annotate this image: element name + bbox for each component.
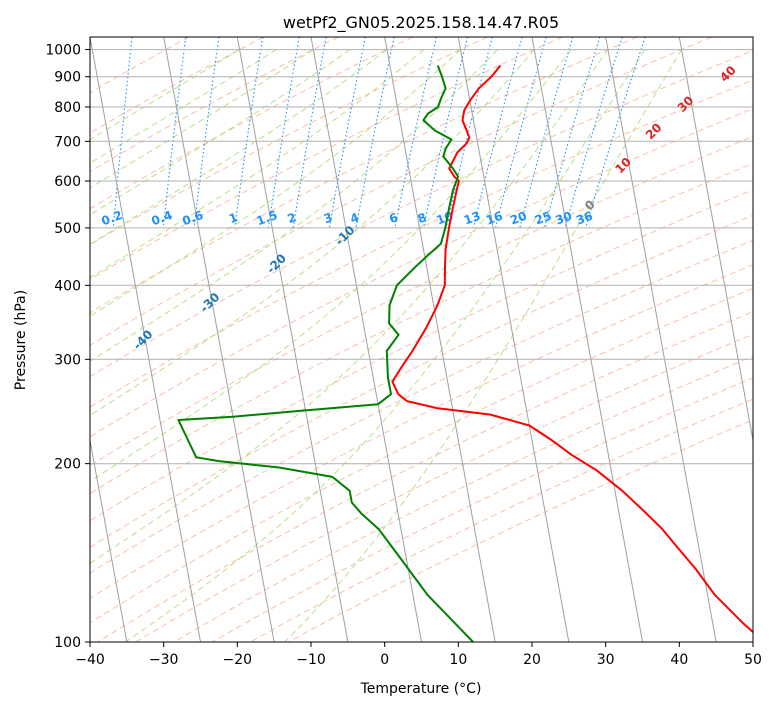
mixing-ratio-label: 0.4 xyxy=(149,208,174,228)
moist-adiabat xyxy=(90,49,461,317)
mixing-ratio-label: 20 xyxy=(508,209,528,228)
dry-adiabat xyxy=(90,135,753,467)
x-tick-label: 10 xyxy=(449,652,467,668)
y-tick-label: 600 xyxy=(54,174,81,190)
y-tick-label: 1000 xyxy=(45,43,81,59)
mixing-ratio-line xyxy=(328,37,366,228)
y-tick-label: 900 xyxy=(54,70,81,86)
isotherm xyxy=(310,37,423,642)
dry-adiabat xyxy=(90,239,753,574)
moist-adiabat xyxy=(125,49,646,642)
dry-adiabat xyxy=(90,214,753,548)
y-tick-label: 400 xyxy=(54,278,81,294)
isotherm xyxy=(90,37,202,642)
dry-adiabat xyxy=(90,37,488,246)
moist-adiabat xyxy=(90,49,240,141)
y-tick-label: 100 xyxy=(54,635,81,651)
isotherm xyxy=(384,37,496,642)
mixing-ratio-label: 0.6 xyxy=(180,208,205,228)
mixing-ratio-line xyxy=(193,37,220,228)
mixing-ratio-line xyxy=(234,37,264,228)
mixing-ratio-label: 0.2 xyxy=(100,208,125,228)
mixing-ratio-line xyxy=(422,37,469,229)
plot-frame xyxy=(89,36,754,643)
dry-adiabat xyxy=(90,37,638,314)
moist-adiabat xyxy=(90,49,425,279)
temperature-line xyxy=(391,64,753,634)
mixing-ratio-line xyxy=(585,37,646,229)
mixing-ratio-label: 16 xyxy=(484,209,504,228)
mixing-ratio-label: 30 xyxy=(553,209,573,228)
y-tick-label: 500 xyxy=(54,221,81,237)
isotherm xyxy=(163,37,275,642)
mixing-ratio-label: 36 xyxy=(574,209,594,228)
mixing-ratio-label: 25 xyxy=(533,209,553,228)
y-tick-label: 200 xyxy=(54,457,81,473)
x-tick-label: 50 xyxy=(744,652,762,668)
dry-adiabat xyxy=(90,37,339,173)
mixing-ratio-line xyxy=(564,37,623,229)
mixing-ratio-line xyxy=(543,37,601,229)
x-tick-label: −30 xyxy=(149,652,179,668)
dewpoint-line xyxy=(177,65,474,642)
mixing-ratio-label: 1.5 xyxy=(255,208,280,228)
moist-adiabat xyxy=(90,49,609,564)
chart-title: wetPf2_GN05.2025.158.14.47.R05 xyxy=(283,13,559,33)
x-tick-label: −20 xyxy=(223,652,253,668)
isotherm xyxy=(236,37,349,642)
moist-adiabat xyxy=(90,49,351,216)
moist-adiabat xyxy=(90,49,535,417)
moist-adiabat xyxy=(90,49,572,483)
dry-adiabat xyxy=(90,49,753,378)
x-axis-label: Temperature (°C) xyxy=(360,681,482,697)
isotherm xyxy=(678,37,753,444)
mixing-ratio-line xyxy=(394,37,437,229)
dry-adiabat xyxy=(90,189,753,522)
y-tick-label: 800 xyxy=(54,100,81,116)
y-tick-label: 300 xyxy=(54,352,81,368)
mixing-ratio-line xyxy=(472,37,523,229)
y-axis-label: Pressure (hPa) xyxy=(13,290,29,390)
x-tick-label: 40 xyxy=(670,652,688,668)
x-tick-label: 20 xyxy=(523,652,541,668)
isotherm xyxy=(90,437,128,642)
isotherm xyxy=(605,37,717,642)
x-tick-label: 0 xyxy=(380,652,389,668)
mixing-ratio-label: 13 xyxy=(462,209,482,228)
x-tick-label: −10 xyxy=(296,652,326,668)
mixing-ratio-line xyxy=(495,37,547,229)
mixing-ratio-line xyxy=(162,37,187,228)
moist-adiabat xyxy=(284,49,683,642)
dry-adiabat xyxy=(211,377,753,642)
x-tick-label: 30 xyxy=(597,652,615,668)
dry-adiabat xyxy=(90,162,753,495)
isotherm xyxy=(457,37,570,642)
moist-adiabat xyxy=(90,49,388,245)
dry-adiabat xyxy=(90,37,712,346)
dry-adiabat xyxy=(97,310,753,642)
x-tick-label: −40 xyxy=(75,652,105,668)
isotherm xyxy=(531,37,644,642)
y-tick-label: 700 xyxy=(54,134,81,150)
dry-adiabat xyxy=(90,37,563,280)
mixing-ratio-line xyxy=(519,37,574,229)
